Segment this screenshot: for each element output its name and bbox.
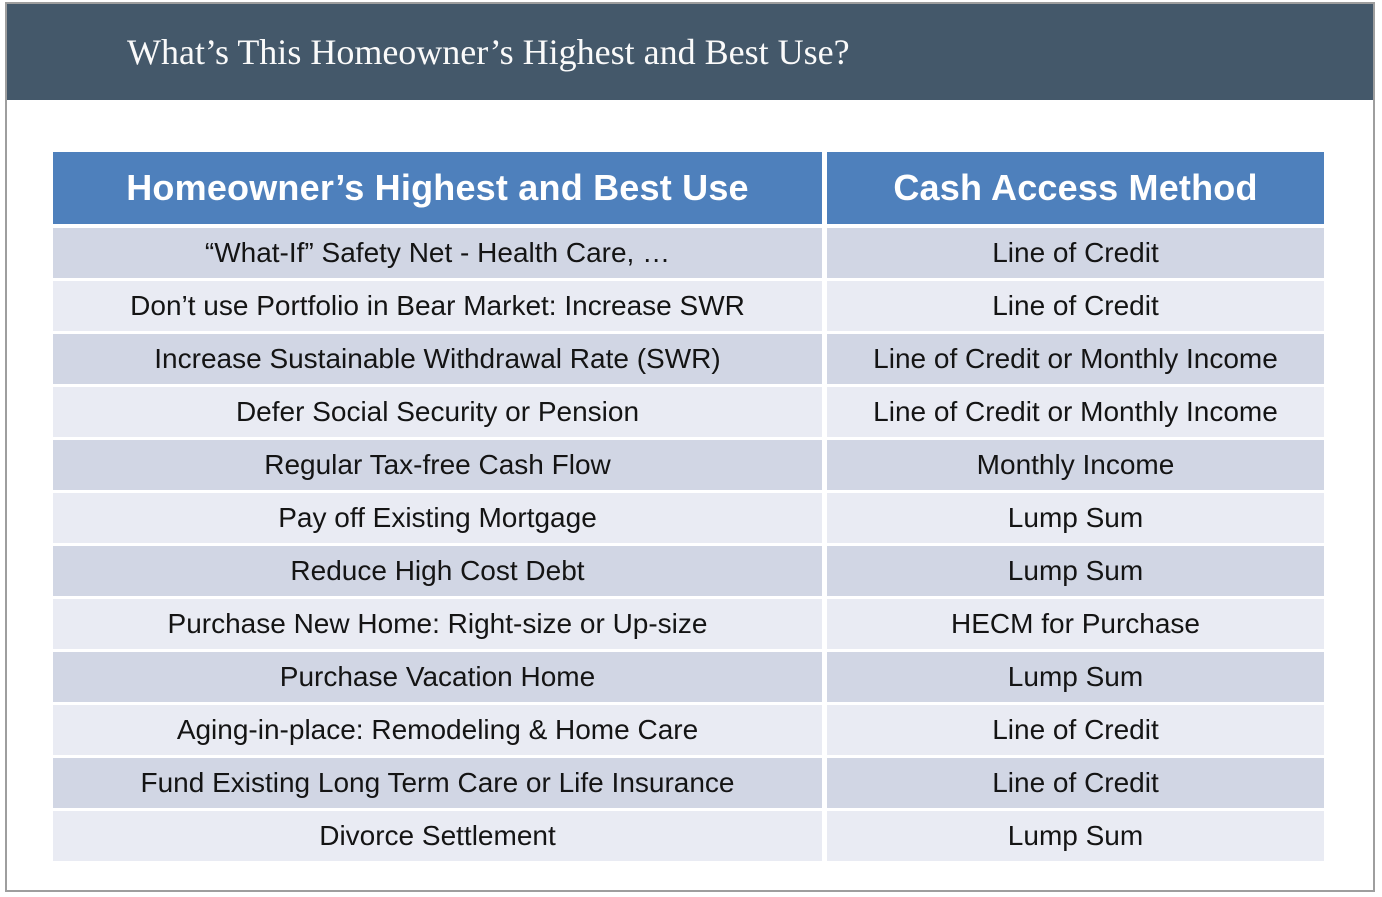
method-cell: Lump Sum [827,811,1324,861]
use-cell: Fund Existing Long Term Care or Life Ins… [53,758,822,808]
table-row: Divorce Settlement Lump Sum [53,811,1324,861]
method-cell: Lump Sum [827,546,1324,596]
method-cell: Line of Credit [827,281,1324,331]
use-cell: Divorce Settlement [53,811,822,861]
method-cell: Line of Credit or Monthly Income [827,387,1324,437]
use-cell: Regular Tax-free Cash Flow [53,440,822,490]
table-row: Aging-in-place: Remodeling & Home Care L… [53,705,1324,755]
use-cell: Defer Social Security or Pension [53,387,822,437]
method-cell: Line of Credit [827,758,1324,808]
use-cell: Pay off Existing Mortgage [53,493,822,543]
use-cell: Don’t use Portfolio in Bear Market: Incr… [53,281,822,331]
use-cell: Purchase Vacation Home [53,652,822,702]
slide-title-bar: What’s This Homeowner’s Highest and Best… [7,4,1373,100]
use-cell: Reduce High Cost Debt [53,546,822,596]
method-cell: Line of Credit [827,228,1324,278]
highest-best-use-table: Homeowner’s Highest and Best Use Cash Ac… [53,152,1324,864]
slide: What’s This Homeowner’s Highest and Best… [5,2,1375,892]
use-cell: Purchase New Home: Right-size or Up-size [53,599,822,649]
use-cell: Aging-in-place: Remodeling & Home Care [53,705,822,755]
use-cell: Increase Sustainable Withdrawal Rate (SW… [53,334,822,384]
table-row: Purchase Vacation Home Lump Sum [53,652,1324,702]
table-row: Regular Tax-free Cash Flow Monthly Incom… [53,440,1324,490]
table-row: Fund Existing Long Term Care or Life Ins… [53,758,1324,808]
table-row: Purchase New Home: Right-size or Up-size… [53,599,1324,649]
column-header-method: Cash Access Method [827,152,1324,224]
method-cell: Line of Credit or Monthly Income [827,334,1324,384]
table-row: Pay off Existing Mortgage Lump Sum [53,493,1324,543]
table-row: “What-If” Safety Net - Health Care, … Li… [53,228,1324,278]
table-body: “What-If” Safety Net - Health Care, … Li… [53,228,1324,861]
table-row: Reduce High Cost Debt Lump Sum [53,546,1324,596]
table-header-row: Homeowner’s Highest and Best Use Cash Ac… [53,152,1324,224]
table-row: Increase Sustainable Withdrawal Rate (SW… [53,334,1324,384]
method-cell: Line of Credit [827,705,1324,755]
table-row: Defer Social Security or Pension Line of… [53,387,1324,437]
method-cell: Monthly Income [827,440,1324,490]
method-cell: Lump Sum [827,652,1324,702]
column-header-use: Homeowner’s Highest and Best Use [53,152,822,224]
method-cell: Lump Sum [827,493,1324,543]
use-cell: “What-If” Safety Net - Health Care, … [53,228,822,278]
table-row: Don’t use Portfolio in Bear Market: Incr… [53,281,1324,331]
slide-title: What’s This Homeowner’s Highest and Best… [127,32,850,72]
method-cell: HECM for Purchase [827,599,1324,649]
